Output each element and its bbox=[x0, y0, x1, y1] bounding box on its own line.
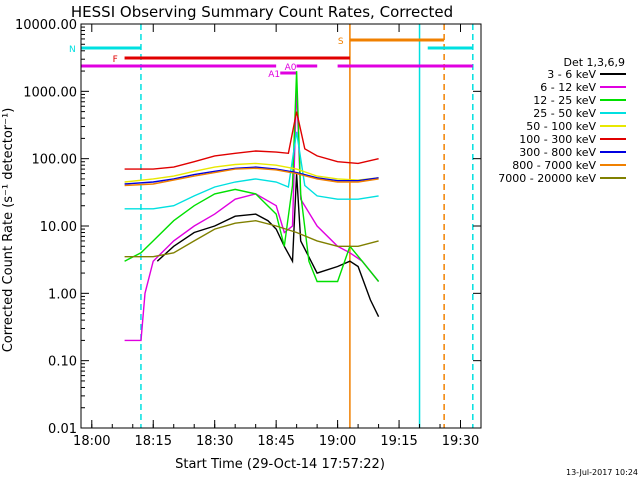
legend-label-8: 7000 - 20000 keV bbox=[498, 172, 596, 185]
series-line-8 bbox=[124, 219, 379, 258]
legend-label-3: 25 - 50 keV bbox=[533, 107, 596, 120]
x-tick-label-3: 18:45 bbox=[257, 434, 294, 449]
y-tick-label-6: 10000.00 bbox=[15, 18, 77, 33]
x-tick-label-2: 18:30 bbox=[196, 434, 233, 449]
x-tick-label-5: 19:15 bbox=[380, 434, 417, 449]
series-line-3 bbox=[124, 131, 379, 210]
y-tick-label-1: 0.10 bbox=[48, 355, 77, 370]
legend-label-2: 12 - 25 keV bbox=[533, 94, 596, 107]
y-axis-label: Corrected Count Rate (s⁻¹ detector⁻¹) bbox=[1, 108, 16, 353]
legend-title: Det 1,3,6,9 bbox=[563, 56, 625, 69]
y-tick-label-4: 100.00 bbox=[32, 153, 78, 168]
flag-label-4: A1 bbox=[268, 70, 280, 80]
x-tick-label-4: 19:00 bbox=[319, 434, 356, 449]
legend-label-1: 6 - 12 keV bbox=[540, 81, 596, 94]
legend-label-0: 3 - 6 keV bbox=[547, 68, 596, 81]
series-line-6 bbox=[124, 166, 379, 185]
series-line-5 bbox=[124, 111, 379, 170]
date-stamp: 13-Jul-2017 10:24 bbox=[566, 468, 638, 477]
x-tick-label-6: 19:30 bbox=[442, 434, 479, 449]
legend-label-5: 100 - 300 keV bbox=[519, 133, 596, 146]
y-tick-label-5: 1000.00 bbox=[23, 85, 77, 100]
y-tick-label-0: 0.01 bbox=[48, 422, 77, 437]
legend-label-4: 50 - 100 keV bbox=[526, 120, 596, 133]
x-axis-label: Start Time (29-Oct-14 17:57:22) bbox=[175, 457, 385, 472]
series-line-0 bbox=[156, 173, 380, 318]
flag-label-5: A0 bbox=[285, 63, 297, 73]
legend-label-6: 300 - 800 keV bbox=[519, 146, 596, 159]
legend-label-7: 800 - 7000 keV bbox=[512, 159, 596, 172]
flag-label-0: N bbox=[69, 45, 76, 55]
x-tick-label-1: 18:15 bbox=[135, 434, 172, 449]
plot-area: N F S A1 A0 bbox=[69, 24, 474, 428]
flag-label-1: F bbox=[113, 55, 118, 65]
series-line-1 bbox=[124, 85, 380, 342]
axes: 0.01 0.10 1.00 10.00 100.00 1000.00 10000.00 18… bbox=[15, 18, 482, 449]
series-line-4 bbox=[124, 162, 379, 183]
y-tick-label-3: 10.00 bbox=[40, 220, 77, 235]
x-tick-label-0: 18:00 bbox=[73, 434, 110, 449]
y-tick-label-2: 1.00 bbox=[48, 287, 77, 302]
series-line-7 bbox=[124, 167, 379, 187]
chart-title: HESSI Observing Summary Count Rates, Cor… bbox=[71, 3, 453, 21]
flag-label-2: S bbox=[338, 37, 344, 47]
series-line-2 bbox=[124, 71, 380, 283]
